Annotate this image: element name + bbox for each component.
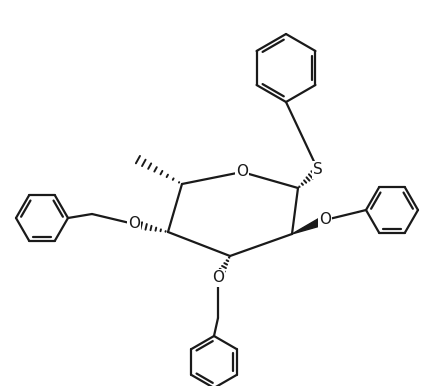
Text: O: O xyxy=(319,213,331,227)
Text: O: O xyxy=(212,271,224,286)
Text: S: S xyxy=(313,163,323,178)
Polygon shape xyxy=(292,216,327,234)
Text: O: O xyxy=(128,217,140,232)
Text: O: O xyxy=(236,164,248,179)
